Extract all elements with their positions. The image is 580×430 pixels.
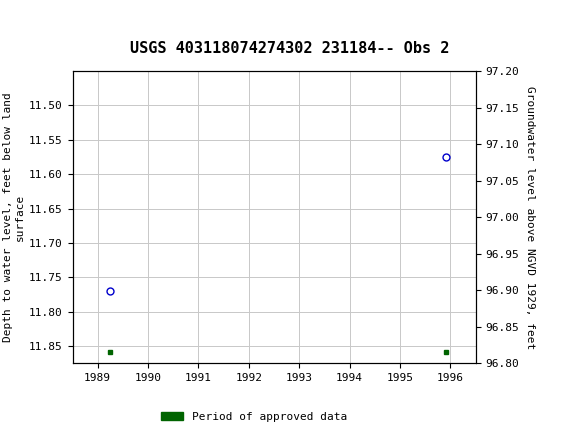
Y-axis label: Groundwater level above NGVD 1929, feet: Groundwater level above NGVD 1929, feet: [525, 86, 535, 349]
Y-axis label: Depth to water level, feet below land
surface: Depth to water level, feet below land su…: [3, 92, 25, 342]
Legend: Period of approved data: Period of approved data: [161, 412, 347, 422]
Text: USGS 403118074274302 231184-- Obs 2: USGS 403118074274302 231184-- Obs 2: [130, 41, 450, 56]
Text: ≡USGS: ≡USGS: [14, 9, 69, 27]
